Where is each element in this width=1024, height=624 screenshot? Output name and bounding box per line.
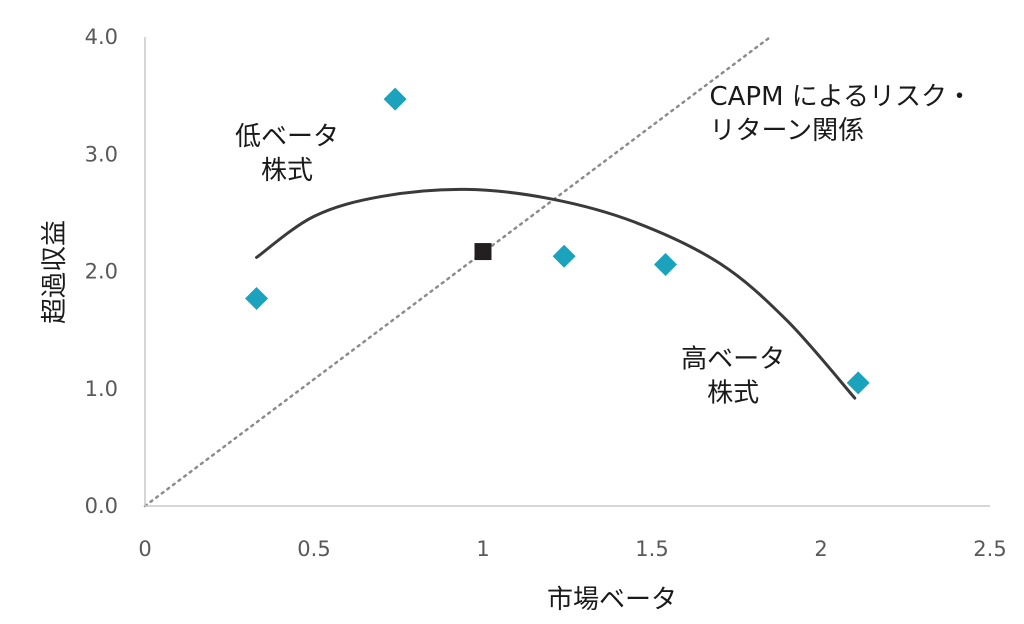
x-tick-label: 1.5: [635, 537, 668, 561]
data-point-diamond: [245, 286, 269, 310]
y-tick-label: 4.0: [85, 25, 118, 49]
annotation-line: 株式: [707, 379, 759, 409]
annotation-line: 株式: [261, 156, 313, 186]
annotation-line: 高ベータ: [681, 345, 785, 375]
data-point-diamond: [552, 244, 576, 268]
annotation-line: CAPM によるリスク・: [709, 82, 972, 112]
y-tick-label: 1.0: [85, 377, 118, 401]
x-tick-label: 1: [476, 537, 489, 561]
data-point-diamond: [654, 252, 678, 276]
x-axis-title: 市場ベータ: [547, 585, 677, 615]
data-point-diamond: [846, 371, 870, 395]
y-tick-label: 3.0: [85, 142, 118, 166]
y-axis-title: 超過収益: [40, 220, 70, 324]
annotation-line: 低ベータ: [235, 122, 339, 152]
x-tick-label: 2.5: [973, 537, 1006, 561]
x-tick-label: 0: [138, 537, 151, 561]
trend-curve: [255, 187, 857, 400]
x-tick-label: 0.5: [297, 537, 330, 561]
y-tick-label: 2.0: [85, 260, 118, 284]
data-point-market-square: [474, 243, 492, 261]
y-tick-label: 0.0: [85, 494, 118, 518]
data-point-diamond: [383, 87, 407, 111]
annotation-line: リターン関係: [709, 116, 864, 146]
capm-reference-line: [143, 35, 772, 508]
annotation-label: 低ベータ株式: [235, 122, 339, 186]
annotation-label: 高ベータ株式: [681, 345, 785, 409]
annotation-label: CAPM によるリスク・リターン関係: [709, 82, 972, 146]
x-tick-label: 2: [814, 537, 827, 561]
